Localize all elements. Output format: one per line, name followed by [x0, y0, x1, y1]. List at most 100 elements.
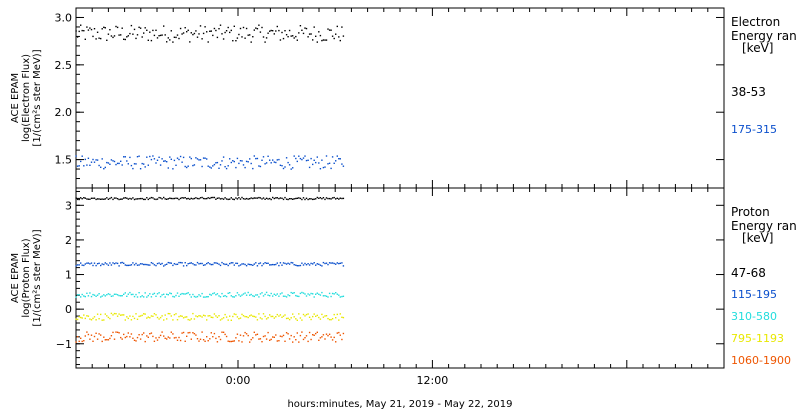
proton-point	[253, 315, 255, 318]
electron-point	[341, 26, 343, 28]
proton-point	[113, 293, 116, 295]
electron-point	[236, 37, 239, 39]
proton-point	[156, 198, 159, 200]
proton-point	[143, 263, 145, 266]
electron-point	[175, 36, 177, 39]
proton-point	[310, 198, 312, 200]
proton-ylabel-line-1: ACE EPAM	[10, 253, 21, 303]
proton-point	[101, 263, 103, 265]
proton-point	[178, 315, 180, 318]
electron-point	[139, 168, 142, 170]
proton-point	[229, 262, 231, 265]
electron-point	[149, 155, 151, 158]
proton-point	[118, 198, 120, 201]
proton-point	[152, 197, 154, 199]
proton-point	[115, 197, 117, 199]
electron-point	[325, 39, 328, 41]
electron-point	[98, 37, 100, 39]
proton-point	[80, 197, 82, 199]
proton-point	[308, 331, 311, 334]
proton-point	[219, 338, 222, 341]
proton-point	[75, 341, 77, 343]
electron-point	[261, 26, 263, 29]
electron-point	[279, 39, 282, 41]
proton-point	[252, 197, 254, 200]
proton-point	[156, 316, 159, 319]
proton-point	[239, 334, 242, 336]
proton-point	[98, 293, 100, 295]
proton-point	[90, 295, 93, 298]
electron-point	[107, 162, 110, 164]
proton-point	[130, 333, 133, 335]
electron-point	[302, 157, 305, 159]
proton-point	[272, 196, 274, 199]
proton-point	[233, 198, 235, 201]
proton-point	[179, 315, 182, 317]
proton-point	[204, 296, 206, 298]
proton-point	[282, 262, 285, 264]
electron-point	[179, 155, 182, 158]
electron-point	[244, 37, 246, 39]
proton-point	[304, 337, 306, 339]
proton-point	[296, 265, 298, 267]
electron-point	[310, 33, 312, 35]
proton-point	[80, 296, 82, 298]
electron-point	[272, 159, 274, 161]
proton-point	[95, 295, 97, 297]
electron-point	[259, 165, 262, 168]
electron-point	[173, 36, 176, 38]
proton-point	[255, 197, 257, 199]
electron-point	[265, 162, 268, 164]
proton-point	[261, 264, 263, 267]
proton-point	[324, 338, 326, 340]
proton-point	[187, 292, 189, 294]
proton-point	[307, 340, 309, 343]
proton-point	[210, 332, 212, 334]
proton-point	[304, 262, 306, 265]
proton-point	[327, 263, 329, 266]
proton-point	[336, 262, 338, 264]
electron-point	[328, 29, 331, 31]
electron-point	[176, 34, 179, 36]
proton-point	[221, 261, 223, 264]
proton-point	[93, 197, 96, 199]
proton-point	[282, 198, 285, 201]
electron-point	[206, 158, 208, 160]
proton-point	[261, 292, 263, 294]
proton-point	[295, 197, 297, 200]
proton-point	[232, 262, 234, 264]
proton-point	[149, 333, 151, 335]
proton-point	[178, 198, 180, 201]
proton-point	[141, 333, 143, 336]
proton-point	[190, 296, 192, 298]
proton-point	[123, 197, 125, 199]
proton-point	[298, 265, 300, 267]
proton-point	[292, 198, 294, 200]
proton-point	[275, 334, 277, 336]
proton-point	[172, 264, 174, 267]
proton-point	[288, 295, 291, 297]
proton-point	[330, 336, 332, 338]
proton-point	[213, 313, 216, 315]
proton-point	[107, 198, 110, 200]
electron-point	[302, 32, 305, 35]
proton-point	[304, 315, 306, 317]
proton-point	[182, 331, 185, 334]
proton-point	[230, 340, 232, 343]
proton-point	[242, 293, 245, 295]
proton-point	[132, 293, 134, 296]
proton-point	[202, 264, 205, 266]
proton-point	[259, 197, 262, 199]
proton-point	[219, 296, 222, 298]
proton-point	[241, 196, 243, 199]
proton-point	[249, 315, 251, 317]
proton-point	[273, 317, 275, 319]
proton-point	[172, 197, 174, 200]
proton-point	[245, 316, 248, 318]
proton-point	[325, 333, 328, 335]
electron-point	[109, 163, 111, 165]
electron-point	[249, 158, 251, 160]
electron-point	[184, 165, 186, 168]
electron-point	[110, 35, 113, 37]
electron-ytick-label: 2.5	[55, 59, 73, 72]
